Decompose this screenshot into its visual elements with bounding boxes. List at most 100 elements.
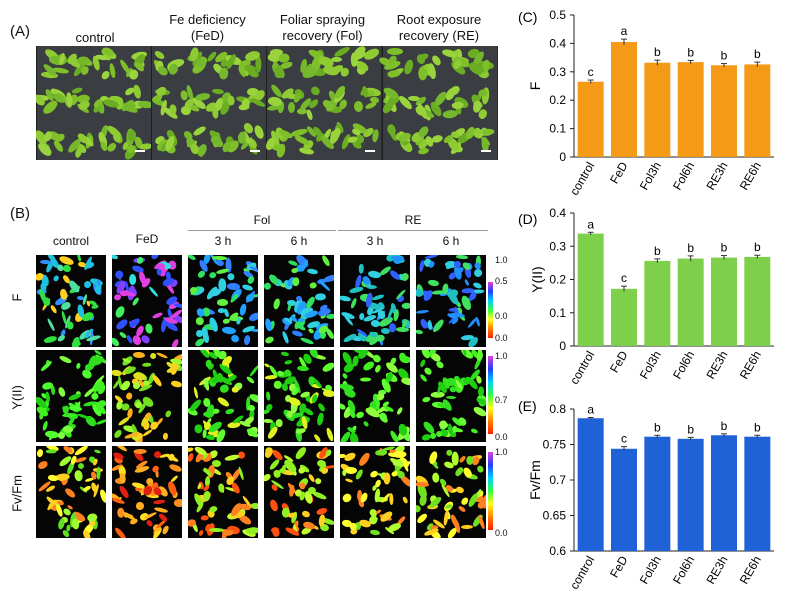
x-tick-label: Fol6h [670,554,697,587]
leaf-signal [36,460,49,472]
group-label-fol: Fol [253,213,271,227]
leaf-signal [149,255,160,261]
leaf-signal [301,509,311,518]
y-tick-label: 0.1 [549,306,566,320]
leaf-signal [370,529,381,536]
leaf-signal [291,329,304,338]
leaf-signal [218,383,230,395]
leaf-signal [388,492,394,505]
x-tick-label: RE6h [737,349,764,382]
leaf-signal [435,359,445,370]
leaf-signal [280,330,290,344]
leaf [287,101,295,113]
leaf-signal [306,267,319,276]
leaf-signal [135,501,146,511]
fluorescence-image [112,255,182,347]
leaf-signal [170,379,182,388]
leaf-signal [223,307,230,318]
panel-a-letter: (A) [10,23,30,40]
panel-b-letter: (B) [10,205,30,222]
leaf [290,127,308,138]
leaf-signal [316,402,327,413]
leaf-signal [112,497,126,506]
leaf-signal [245,375,256,385]
plant-photo [36,46,498,160]
leaf-signal [299,336,315,346]
leaf-signal [344,477,354,484]
leaf-signal [193,336,206,347]
significance-letter: b [687,45,694,59]
bar [677,258,704,346]
leaf-signal [216,299,229,306]
leaf-signal [455,255,469,260]
leaf-signal [475,350,484,362]
leaf-signal [283,359,293,366]
colorbar-f [488,282,493,338]
fluorescence-image [112,350,182,442]
leaf-signal [140,333,153,345]
leaf-signal [70,517,80,530]
scale-bar [481,150,491,152]
colorbar-yii [488,356,493,434]
leaf-signal [127,408,134,420]
panel-a-header-re: Root exposure recovery (RE) [380,12,498,44]
leaf-signal [43,335,58,344]
leaf-signal [475,316,481,327]
significance-letter: b [721,419,728,433]
leaf-signal [157,511,169,523]
y-tick-label: 0.6 [549,544,566,558]
leaf-signal [163,432,169,441]
leaf-signal [93,448,101,454]
y-tick-label: 0 [559,150,566,164]
scale-bar [135,150,145,152]
leaf-signal [399,272,410,283]
leaf [333,46,351,59]
significance-letter: c [588,65,594,79]
leaf-signal [383,472,391,485]
leaf-signal [416,309,429,315]
leaf-signal [77,412,92,420]
bar [577,81,604,157]
leaf-signal [115,317,130,331]
leaf-signal [247,274,257,285]
fluorescence-image [188,350,258,442]
fluorescence-image [340,446,410,538]
leaf [331,57,342,63]
leaf-signal [418,259,425,272]
significance-letter: b [721,49,728,63]
leaf-signal [373,363,382,374]
leaf-signal [98,488,106,504]
leaf-signal [431,317,446,334]
fluorescence-image [188,255,258,347]
leaf-signal [264,335,275,345]
leaf-signal [67,391,83,402]
bar [677,62,704,158]
leaf-signal [202,490,212,501]
significance-letter: b [754,420,761,434]
x-tick-label: Fol3h [637,160,664,193]
leaf-signal [133,449,147,455]
leaf [227,95,235,106]
leaf-signal [272,298,281,311]
leaf [309,85,322,97]
fluorescence-image [112,446,182,538]
leaf-signal [387,521,403,533]
leaf-signal [207,316,220,333]
significance-letter: a [621,24,628,38]
bar [577,418,604,551]
bar [677,438,704,551]
leaf-signal [442,510,449,525]
x-tick-label: FeD [607,553,631,580]
leaf-signal [164,409,173,418]
leaf-signal [243,334,251,346]
leaf-signal [90,303,99,310]
row-label-fvfm: Fv/Fm [9,475,25,512]
leaf-signal [341,372,349,380]
leaf-signal [149,352,157,360]
leaf-signal [247,310,258,323]
fluorescence-image [36,446,106,538]
x-tick-label: Fol6h [670,160,697,193]
bar [644,62,671,157]
leaf-signal [36,448,44,458]
leaf-signal [231,386,240,393]
